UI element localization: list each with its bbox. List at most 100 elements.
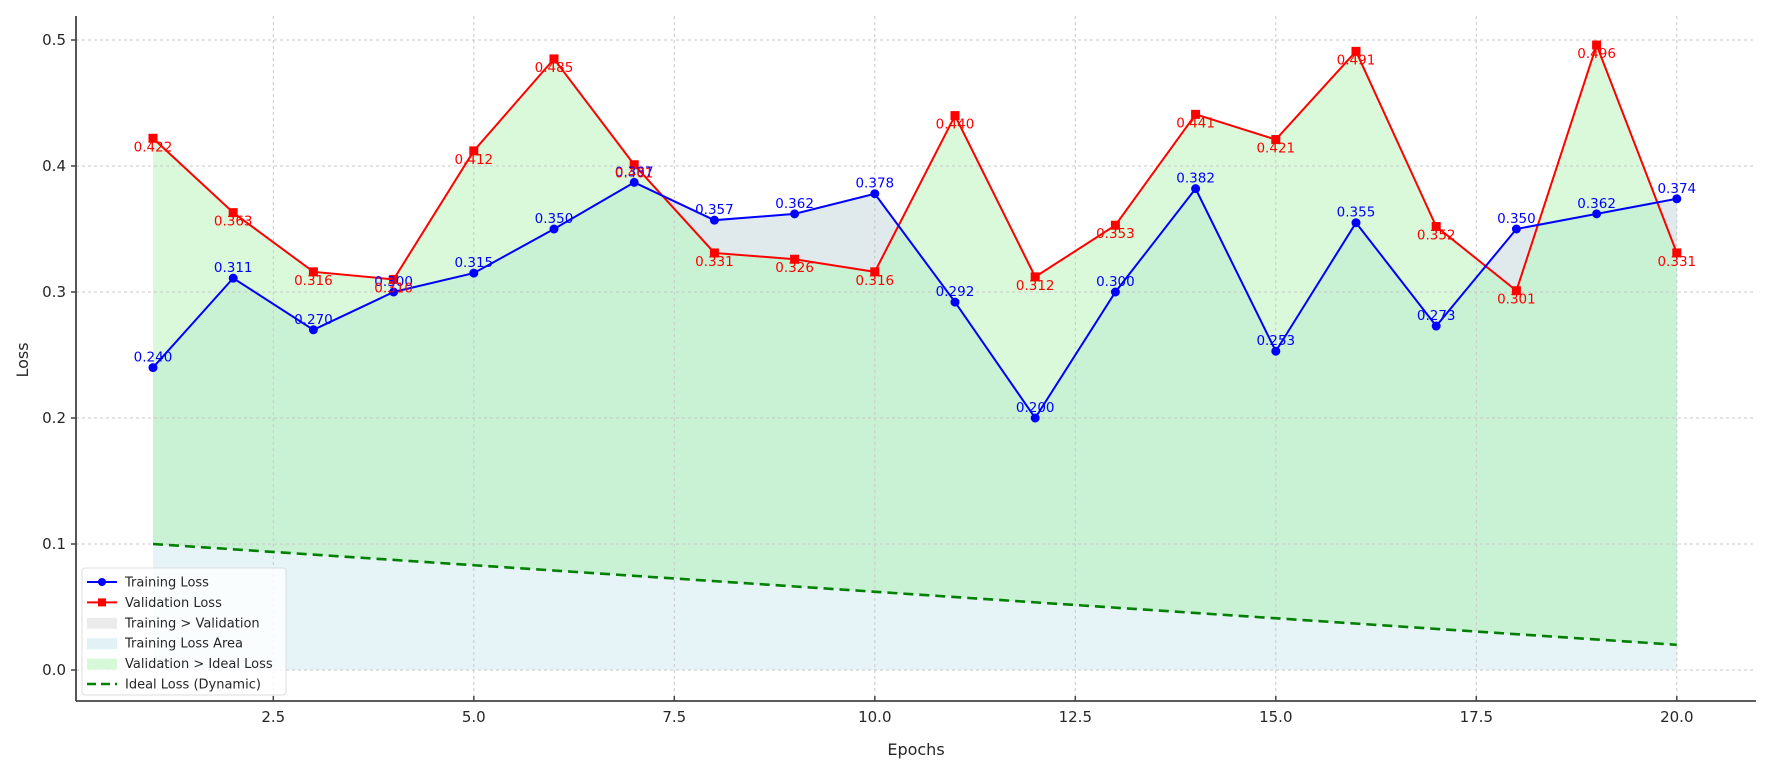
- validation-marker: [950, 111, 960, 121]
- x-tick-label: 2.5: [261, 708, 285, 726]
- legend-label: Validation Loss: [125, 596, 222, 611]
- training-loss-area: [153, 182, 1677, 670]
- validation-value-label: 0.301: [1497, 292, 1536, 308]
- legend-blue-swatch-icon: [87, 638, 117, 650]
- validation-value-label: 0.353: [1096, 226, 1135, 242]
- validation-marker: [148, 133, 158, 143]
- training-above-validation-area: [794, 193, 875, 272]
- validation-marker: [1271, 135, 1281, 145]
- x-tick-label: 15.0: [1259, 708, 1292, 726]
- validation-marker: [1431, 221, 1441, 231]
- training-marker: [389, 287, 399, 297]
- validation-value-label: 0.331: [695, 254, 734, 270]
- x-tick-label: 7.5: [662, 708, 686, 726]
- legend: Training Loss Validation Loss Training > V…: [81, 567, 287, 696]
- validation-marker: [1030, 272, 1040, 282]
- validation-marker: [790, 254, 800, 264]
- point-labels: 0.240 0.422 0.311 0.363 0.270 0.316 0.3000.310…: [134, 46, 1696, 416]
- x-tick-label: 20.0: [1660, 708, 1693, 726]
- validation-value-label: 0.485: [535, 60, 574, 76]
- training-value-label: 0.362: [775, 196, 814, 212]
- training-value-label: 0.350: [535, 211, 574, 227]
- validation-value-label: 0.310: [374, 280, 413, 296]
- training-value-label: 0.200: [1016, 400, 1055, 416]
- training-above-validation-area: [1485, 229, 1517, 291]
- legend-training-marker-icon: [98, 578, 106, 586]
- legend-box: [81, 567, 287, 696]
- training-loss-line: [152, 181, 1677, 420]
- validation-value-label: 0.363: [214, 214, 253, 230]
- y-axis-label: Loss: [13, 342, 32, 377]
- validation-above-ideal-area: [153, 45, 1677, 645]
- validation-value-label: 0.326: [775, 260, 814, 276]
- training-value-label: 0.357: [695, 202, 734, 218]
- training-value-label: 0.350: [1497, 211, 1536, 227]
- validation-value-label: 0.440: [936, 117, 975, 133]
- series-lines: [148, 40, 1682, 647]
- legend-validation-marker-icon: [98, 598, 106, 607]
- x-axis-label: Epochs: [887, 740, 944, 759]
- training-marker: [228, 273, 238, 283]
- validation-marker: [469, 146, 479, 156]
- training-marker: [469, 268, 479, 278]
- validation-value-label: 0.312: [1016, 278, 1055, 294]
- validation-marker: [308, 267, 318, 277]
- validation-value-label: 0.422: [134, 139, 173, 155]
- training-value-label: 0.300: [374, 274, 413, 290]
- legend-label: Validation > Ideal Loss: [125, 657, 273, 672]
- training-value-label: 0.315: [454, 255, 493, 271]
- validation-marker: [709, 248, 719, 258]
- training-marker: [148, 363, 158, 373]
- training-value-label: 0.378: [855, 176, 894, 192]
- training-value-label: 0.374: [1657, 181, 1696, 197]
- axes: 0.0 0.1 0.2 0.3 0.4 0.5 2.5 5.0 7.5 10.0 12.5 15.0 1…: [42, 16, 1756, 726]
- legend-label: Training > Validation: [124, 616, 260, 631]
- x-tick-label: 10.0: [858, 708, 891, 726]
- validation-value-label: 0.421: [1256, 141, 1295, 157]
- validation-value-label: 0.496: [1577, 46, 1616, 62]
- y-tick-label: 0.2: [42, 409, 66, 427]
- validation-value-label: 0.401: [615, 166, 654, 182]
- area-fills: [153, 45, 1677, 670]
- validation-marker: [1511, 286, 1521, 296]
- training-above-validation-area: [874, 193, 899, 272]
- y-tick-label: 0.5: [42, 31, 66, 49]
- validation-value-label: 0.441: [1176, 115, 1215, 131]
- training-value-label: 0.362: [1577, 196, 1616, 212]
- training-above-validation-area: [714, 213, 795, 260]
- training-marker: [549, 224, 559, 234]
- x-tick-label: 17.5: [1460, 708, 1493, 726]
- training-marker: [1030, 413, 1040, 423]
- y-tick-label: 0.1: [42, 535, 66, 553]
- validation-marker: [629, 160, 639, 170]
- validation-value-label: 0.491: [1337, 52, 1376, 68]
- validation-value-label: 0.331: [1657, 254, 1696, 270]
- validation-marker: [1351, 46, 1361, 56]
- ideal-loss-line: [152, 542, 1677, 647]
- training-value-label: 0.253: [1256, 333, 1295, 349]
- validation-marker: [549, 54, 559, 64]
- training-marker: [1351, 218, 1361, 228]
- training-marker: [1271, 346, 1281, 356]
- validation-marker: [389, 274, 399, 284]
- validation-value-label: 0.316: [855, 273, 894, 289]
- training-marker: [1672, 194, 1682, 204]
- y-tick-label: 0.4: [42, 157, 66, 175]
- training-value-label: 0.240: [134, 350, 173, 366]
- training-value-label: 0.311: [214, 260, 253, 276]
- training-marker: [950, 297, 960, 307]
- legend-green-swatch-icon: [87, 658, 117, 670]
- x-tick-label: 12.5: [1059, 708, 1092, 726]
- y-tick-label: 0.0: [42, 661, 66, 679]
- validation-value-label: 0.352: [1417, 227, 1456, 243]
- training-marker: [709, 215, 719, 225]
- validation-value-label: 0.316: [294, 273, 333, 289]
- validation-marker: [1592, 40, 1602, 50]
- training-value-label: 0.355: [1337, 205, 1376, 221]
- validation-marker: [1672, 248, 1682, 258]
- training-marker: [1511, 224, 1521, 234]
- x-tick-label: 5.0: [462, 708, 486, 726]
- training-value-label: 0.270: [294, 312, 333, 328]
